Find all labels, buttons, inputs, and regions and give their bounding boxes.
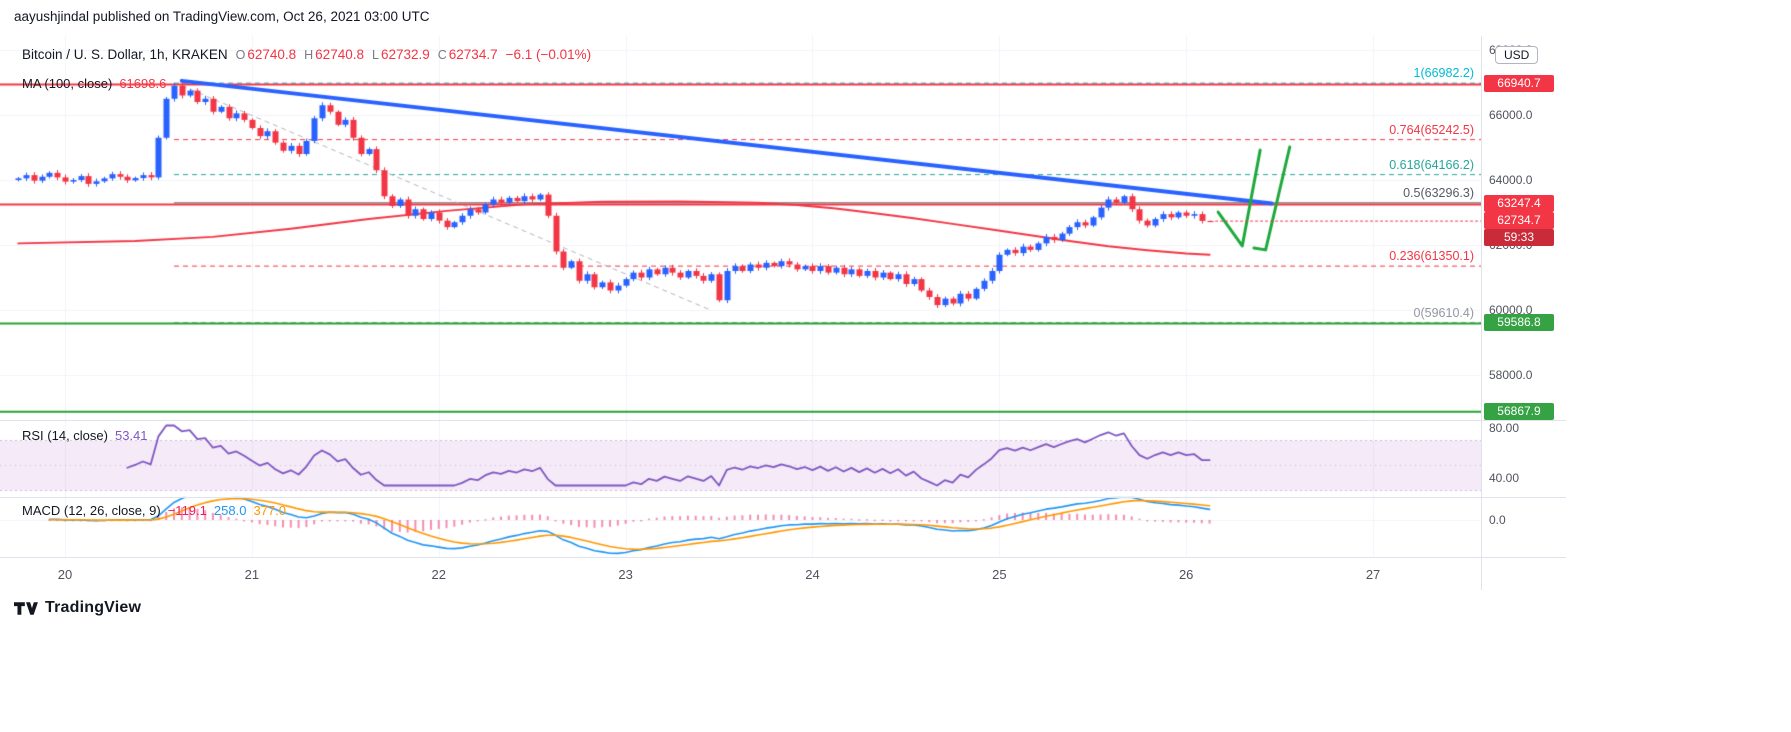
price-axis-badge: 66940.7 (1484, 75, 1554, 93)
ma-legend-value: 61698.6 (119, 76, 167, 91)
symbol-title: Bitcoin / U. S. Dollar, 1h, KRAKEN (22, 47, 228, 62)
macd-value: 258.0 (213, 503, 247, 518)
tradingview-logo-icon (14, 601, 38, 615)
macd-value: −119.1 (167, 503, 207, 518)
price-axis-label: 58000.0 (1489, 368, 1533, 382)
ohlc-field-label: O (235, 48, 246, 62)
rsi-axis-label: 40.00 (1489, 471, 1520, 485)
price-axis-badge: 63247.4 (1484, 195, 1554, 213)
macd-axis-label: 0.0 (1489, 513, 1506, 527)
price-axis-badge: 62734.7 (1484, 212, 1554, 230)
price-axis-badge: 59586.8 (1484, 314, 1554, 332)
ohlc-field-value: 62734.7 (448, 47, 498, 62)
fib-level-label: 0(59610.4) (1413, 305, 1474, 320)
pane-separator-macd[interactable] (0, 497, 1566, 498)
change-value: −6.1 (−0.01%) (505, 47, 592, 62)
fib-level-label: 0.764(65242.5) (1389, 122, 1474, 137)
fib-level-label: 0.236(61350.1) (1389, 249, 1474, 264)
time-axis-label: 21 (244, 567, 260, 582)
footer-brand: TradingView (14, 599, 141, 617)
macd-legend-label: MACD (12, 26, close, 9) (22, 503, 161, 518)
tradingview-snapshot: aayushjindal published on TradingView.co… (0, 9, 1566, 617)
ma-legend: MA (100, close) 61698.6 (22, 76, 166, 91)
price-axis-badge: 56867.9 (1484, 402, 1554, 420)
price-axis-separator (1481, 36, 1482, 590)
ohlc-field-value: 62732.9 (380, 47, 430, 62)
fib-level-label: 0.5(63296.3) (1403, 185, 1474, 200)
rsi-legend: RSI (14, close) 53.41 (22, 428, 148, 443)
time-axis-label: 25 (992, 567, 1007, 582)
time-axis-label: 27 (1365, 567, 1381, 582)
ma-legend-label: MA (100, close) (22, 76, 113, 91)
chart-title-row: Bitcoin / U. S. Dollar, 1h, KRAKEN O 62740… (22, 47, 591, 62)
ohlc-values: O 62740.8 H 62740.8 L 62732.9 C 62734.7 (228, 47, 498, 62)
time-axis-label: 26 (1178, 567, 1194, 582)
attribution-text: aayushjindal published on TradingView.co… (14, 9, 430, 24)
rsi-legend-label: RSI (14, close) (22, 428, 108, 443)
macd-value: 377.0 (253, 503, 286, 518)
ohlc-field-label: H (304, 48, 314, 62)
fib-level-label: 0.618(64166.2) (1389, 157, 1474, 172)
price-axis-label: 66000.0 (1489, 108, 1533, 122)
price-axis-label: 60000.0 (1489, 303, 1533, 317)
time-axis-label: 20 (57, 567, 73, 582)
ohlc-field-label: C (437, 48, 447, 62)
price-axis-label: 64000.0 (1489, 173, 1533, 187)
time-axis-label: 22 (431, 567, 446, 582)
time-axis-label: 23 (618, 567, 633, 582)
ohlc-field-value: 62740.8 (315, 47, 364, 62)
time-axis-label: 24 (805, 567, 820, 582)
price-axis[interactable]: USD 68000.066000.064000.062000.060000.05… (1482, 36, 1566, 590)
fib-level-label: 1(66982.2) (1413, 66, 1474, 81)
ohlc-field-value: 62740.8 (247, 47, 297, 62)
tradingview-brand-text: TradingView (45, 599, 142, 616)
rsi-axis-label: 80.00 (1489, 421, 1520, 435)
macd-legend: MACD (12, 26, close, 9) −119.1 258.0 377.0 (22, 503, 286, 518)
main-chart-canvas[interactable] (0, 36, 1481, 557)
price-axis-badge: 59:33 (1484, 229, 1554, 247)
pane-separator-rsi[interactable] (0, 420, 1566, 421)
time-axis[interactable]: 20 21 22 23 24 25 26 27 (0, 557, 1566, 590)
macd-legend-values: −119.1 258.0 377.0 (161, 503, 286, 518)
ohlc-field-label: L (371, 48, 379, 62)
currency-unit-button[interactable]: USD (1495, 46, 1539, 64)
rsi-legend-value: 53.41 (114, 428, 148, 443)
